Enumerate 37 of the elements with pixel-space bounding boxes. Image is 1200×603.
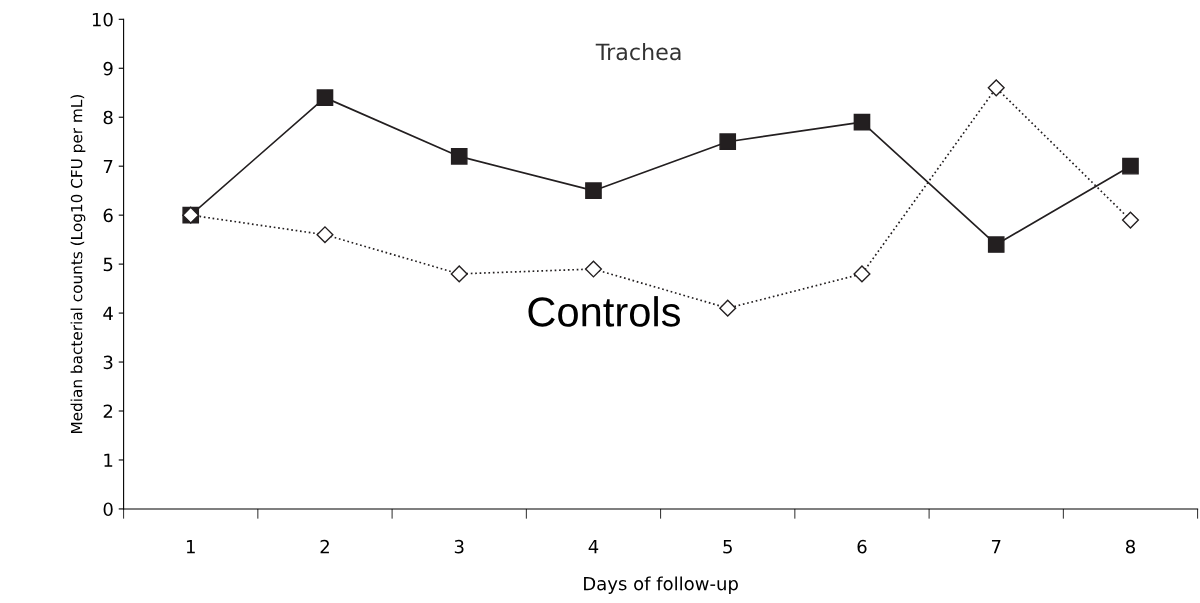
point — [584, 260, 603, 278]
point — [987, 236, 1005, 253]
text: Trachea — [595, 43, 681, 61]
y-tick-label: 10 — [92, 12, 113, 27]
point — [450, 148, 468, 165]
point — [853, 265, 871, 283]
point — [1122, 157, 1139, 175]
point — [1121, 211, 1140, 229]
series-label: Controls — [528, 296, 680, 327]
point — [853, 113, 871, 131]
y-tick-label: 4 — [103, 306, 113, 320]
y-tick-label: 8 — [103, 110, 113, 125]
x-tick-label: 5 — [723, 540, 732, 554]
point — [719, 133, 737, 151]
y-tick-label: 5 — [103, 257, 113, 272]
y-tick-label: 3 — [103, 355, 113, 370]
x-tick-label: 4 — [588, 540, 599, 554]
x-tick-label: 3 — [454, 539, 464, 554]
point — [450, 265, 468, 283]
point — [585, 182, 602, 200]
x-tick-label: 2 — [320, 539, 329, 554]
point — [316, 89, 334, 106]
y-tick-label: 1 — [104, 453, 113, 467]
point — [316, 226, 334, 244]
y-tick-label: 2 — [103, 404, 113, 418]
y-axis-title: Median bacterial counts (Log10 CFU per mL) — [70, 95, 86, 434]
x-tick-label: 8 — [1125, 539, 1135, 554]
y-tick-label: 6 — [103, 208, 113, 223]
point — [987, 79, 1005, 97]
point — [719, 299, 737, 317]
y-tick-label: 9 — [103, 61, 113, 76]
y-tick-label: 0 — [103, 502, 113, 517]
x-axis-title: Days of follow-up — [584, 576, 738, 594]
y-tick-label: 7 — [103, 159, 113, 174]
x-tick-label: 1 — [186, 540, 195, 554]
x-tick-label: 6 — [857, 539, 867, 554]
x-tick-label: 7 — [991, 540, 1001, 554]
